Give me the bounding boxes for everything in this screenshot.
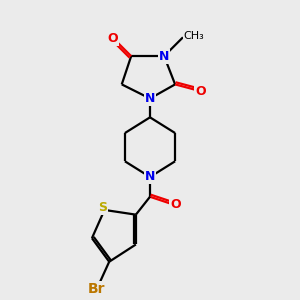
Text: O: O [195,85,206,98]
Text: CH₃: CH₃ [184,31,204,41]
Text: N: N [159,50,169,63]
Text: N: N [145,92,155,105]
Text: S: S [98,201,107,214]
Text: O: O [107,32,118,45]
Text: Br: Br [88,282,105,296]
Text: O: O [170,198,181,212]
Text: N: N [145,170,155,184]
